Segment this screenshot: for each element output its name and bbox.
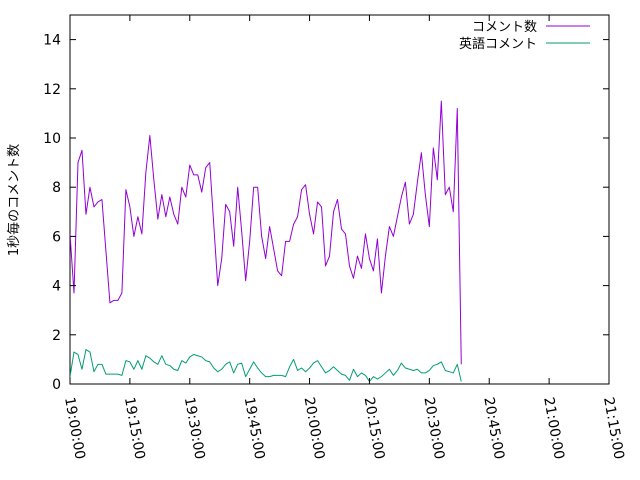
x-tick-label: 20:15:00 [361,396,388,461]
y-tick-label: 8 [52,180,61,196]
x-tick-label: 19:30:00 [181,396,208,461]
y-axis: 0 2 4 6 8 10 12 14 [43,33,609,393]
legend-label-1: コメント数 [472,20,537,35]
y-tick-label: 6 [52,229,61,245]
y-tick-label: 4 [52,279,61,295]
series-group [70,100,462,383]
x-tick-label: 19:15:00 [121,396,148,461]
series-line-1 [70,100,462,365]
x-tick-label: 20:00:00 [301,396,328,461]
x-tick-label: 21:15:00 [600,396,627,461]
series-line-2 [70,349,462,383]
x-tick-label: 19:45:00 [241,396,268,461]
y-tick-label: 2 [52,328,61,344]
y-tick-label: 0 [52,377,61,393]
x-tick-label: 19:00:00 [61,396,88,461]
x-tick-label: 20:45:00 [480,396,507,461]
y-tick-label: 14 [43,33,61,49]
y-tick-label: 12 [43,82,61,98]
y-axis-label: 1秒毎のコメント数 [6,144,22,256]
x-tick-label: 20:30:00 [420,396,447,461]
x-axis: 19:00:00 19:15:00 19:30:00 19:45:00 20:00:00… [61,15,627,461]
x-tick-label: 21:00:00 [540,396,567,461]
legend-label-2: 英語コメント [459,36,537,52]
y-tick-label: 10 [43,131,61,147]
plot-frame [69,14,610,385]
plot-frame-group [69,14,610,385]
